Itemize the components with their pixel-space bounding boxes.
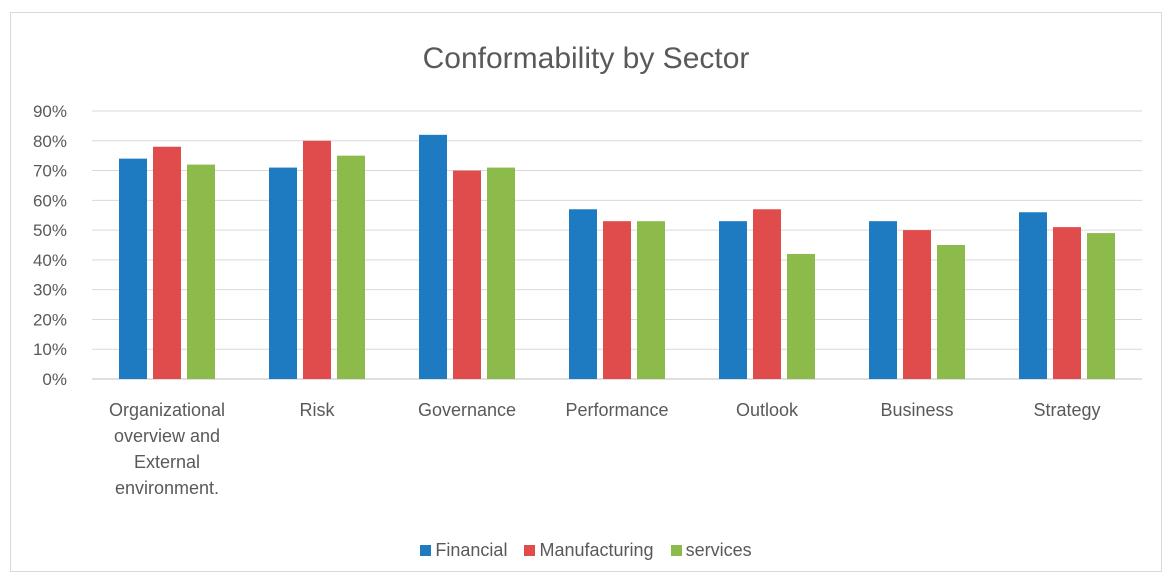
bar-financial	[119, 158, 147, 379]
bar-financial	[719, 221, 747, 379]
bar-manufacturing	[303, 140, 331, 379]
legend-label-services: services	[685, 540, 752, 560]
bar-services	[787, 253, 815, 379]
legend-item-services: services	[670, 540, 752, 561]
x-category-label: Risk	[300, 400, 336, 420]
x-category-label: Outlook	[736, 400, 799, 420]
y-tick-label: 20%	[33, 310, 67, 329]
bar-financial	[1019, 212, 1047, 379]
bar-services	[337, 155, 365, 379]
legend-label-financial: Financial	[435, 540, 508, 560]
legend-swatch-manufacturing	[524, 545, 536, 556]
bar-manufacturing	[153, 146, 181, 379]
y-tick-label: 70%	[33, 162, 67, 181]
y-tick-label: 60%	[33, 191, 67, 210]
legend-swatch-financial	[420, 545, 432, 556]
y-tick-label: 90%	[33, 102, 67, 121]
bar-manufacturing	[453, 170, 481, 379]
legend-item-financial: Financial	[420, 540, 507, 561]
legend-swatch-services	[670, 545, 682, 556]
legend-item-manufacturing: Manufacturing	[524, 540, 654, 561]
y-axis-ticks: 0% 10% 20% 30% 40% 50% 60% 70% 80% 90%	[33, 102, 67, 389]
bar-financial	[269, 167, 297, 379]
y-tick-label: 10%	[33, 340, 67, 359]
y-tick-label: 80%	[33, 132, 67, 151]
bar-services	[637, 221, 665, 379]
x-category-label: Governance	[418, 400, 516, 420]
bars	[119, 134, 1115, 379]
x-category-label: Business	[880, 400, 953, 420]
x-category-label: Strategy	[1033, 400, 1100, 420]
bar-financial	[419, 134, 447, 379]
legend-label-manufacturing: Manufacturing	[539, 540, 654, 560]
bar-services	[1087, 233, 1115, 379]
x-category-label: Organizational overview and External enviro…	[109, 400, 225, 498]
x-category-label: Performance	[565, 400, 668, 420]
bar-manufacturing	[903, 230, 931, 379]
bar-manufacturing	[603, 221, 631, 379]
chart-title: Conformability by Sector	[422, 42, 750, 75]
x-axis-categories: Organizational overview and External enviro…	[109, 400, 1101, 498]
bar-financial	[569, 209, 597, 379]
bar-manufacturing	[1053, 227, 1081, 379]
bar-manufacturing	[753, 209, 781, 379]
y-tick-label: 30%	[33, 281, 67, 300]
y-tick-label: 50%	[33, 221, 67, 240]
bar-financial	[869, 221, 897, 379]
legend: Financial Manufacturing services	[0, 540, 1172, 561]
bar-services	[937, 245, 965, 379]
bar-services	[487, 167, 515, 379]
y-tick-label: 40%	[33, 251, 67, 270]
bar-services	[187, 164, 215, 379]
y-tick-label: 0%	[42, 370, 67, 389]
